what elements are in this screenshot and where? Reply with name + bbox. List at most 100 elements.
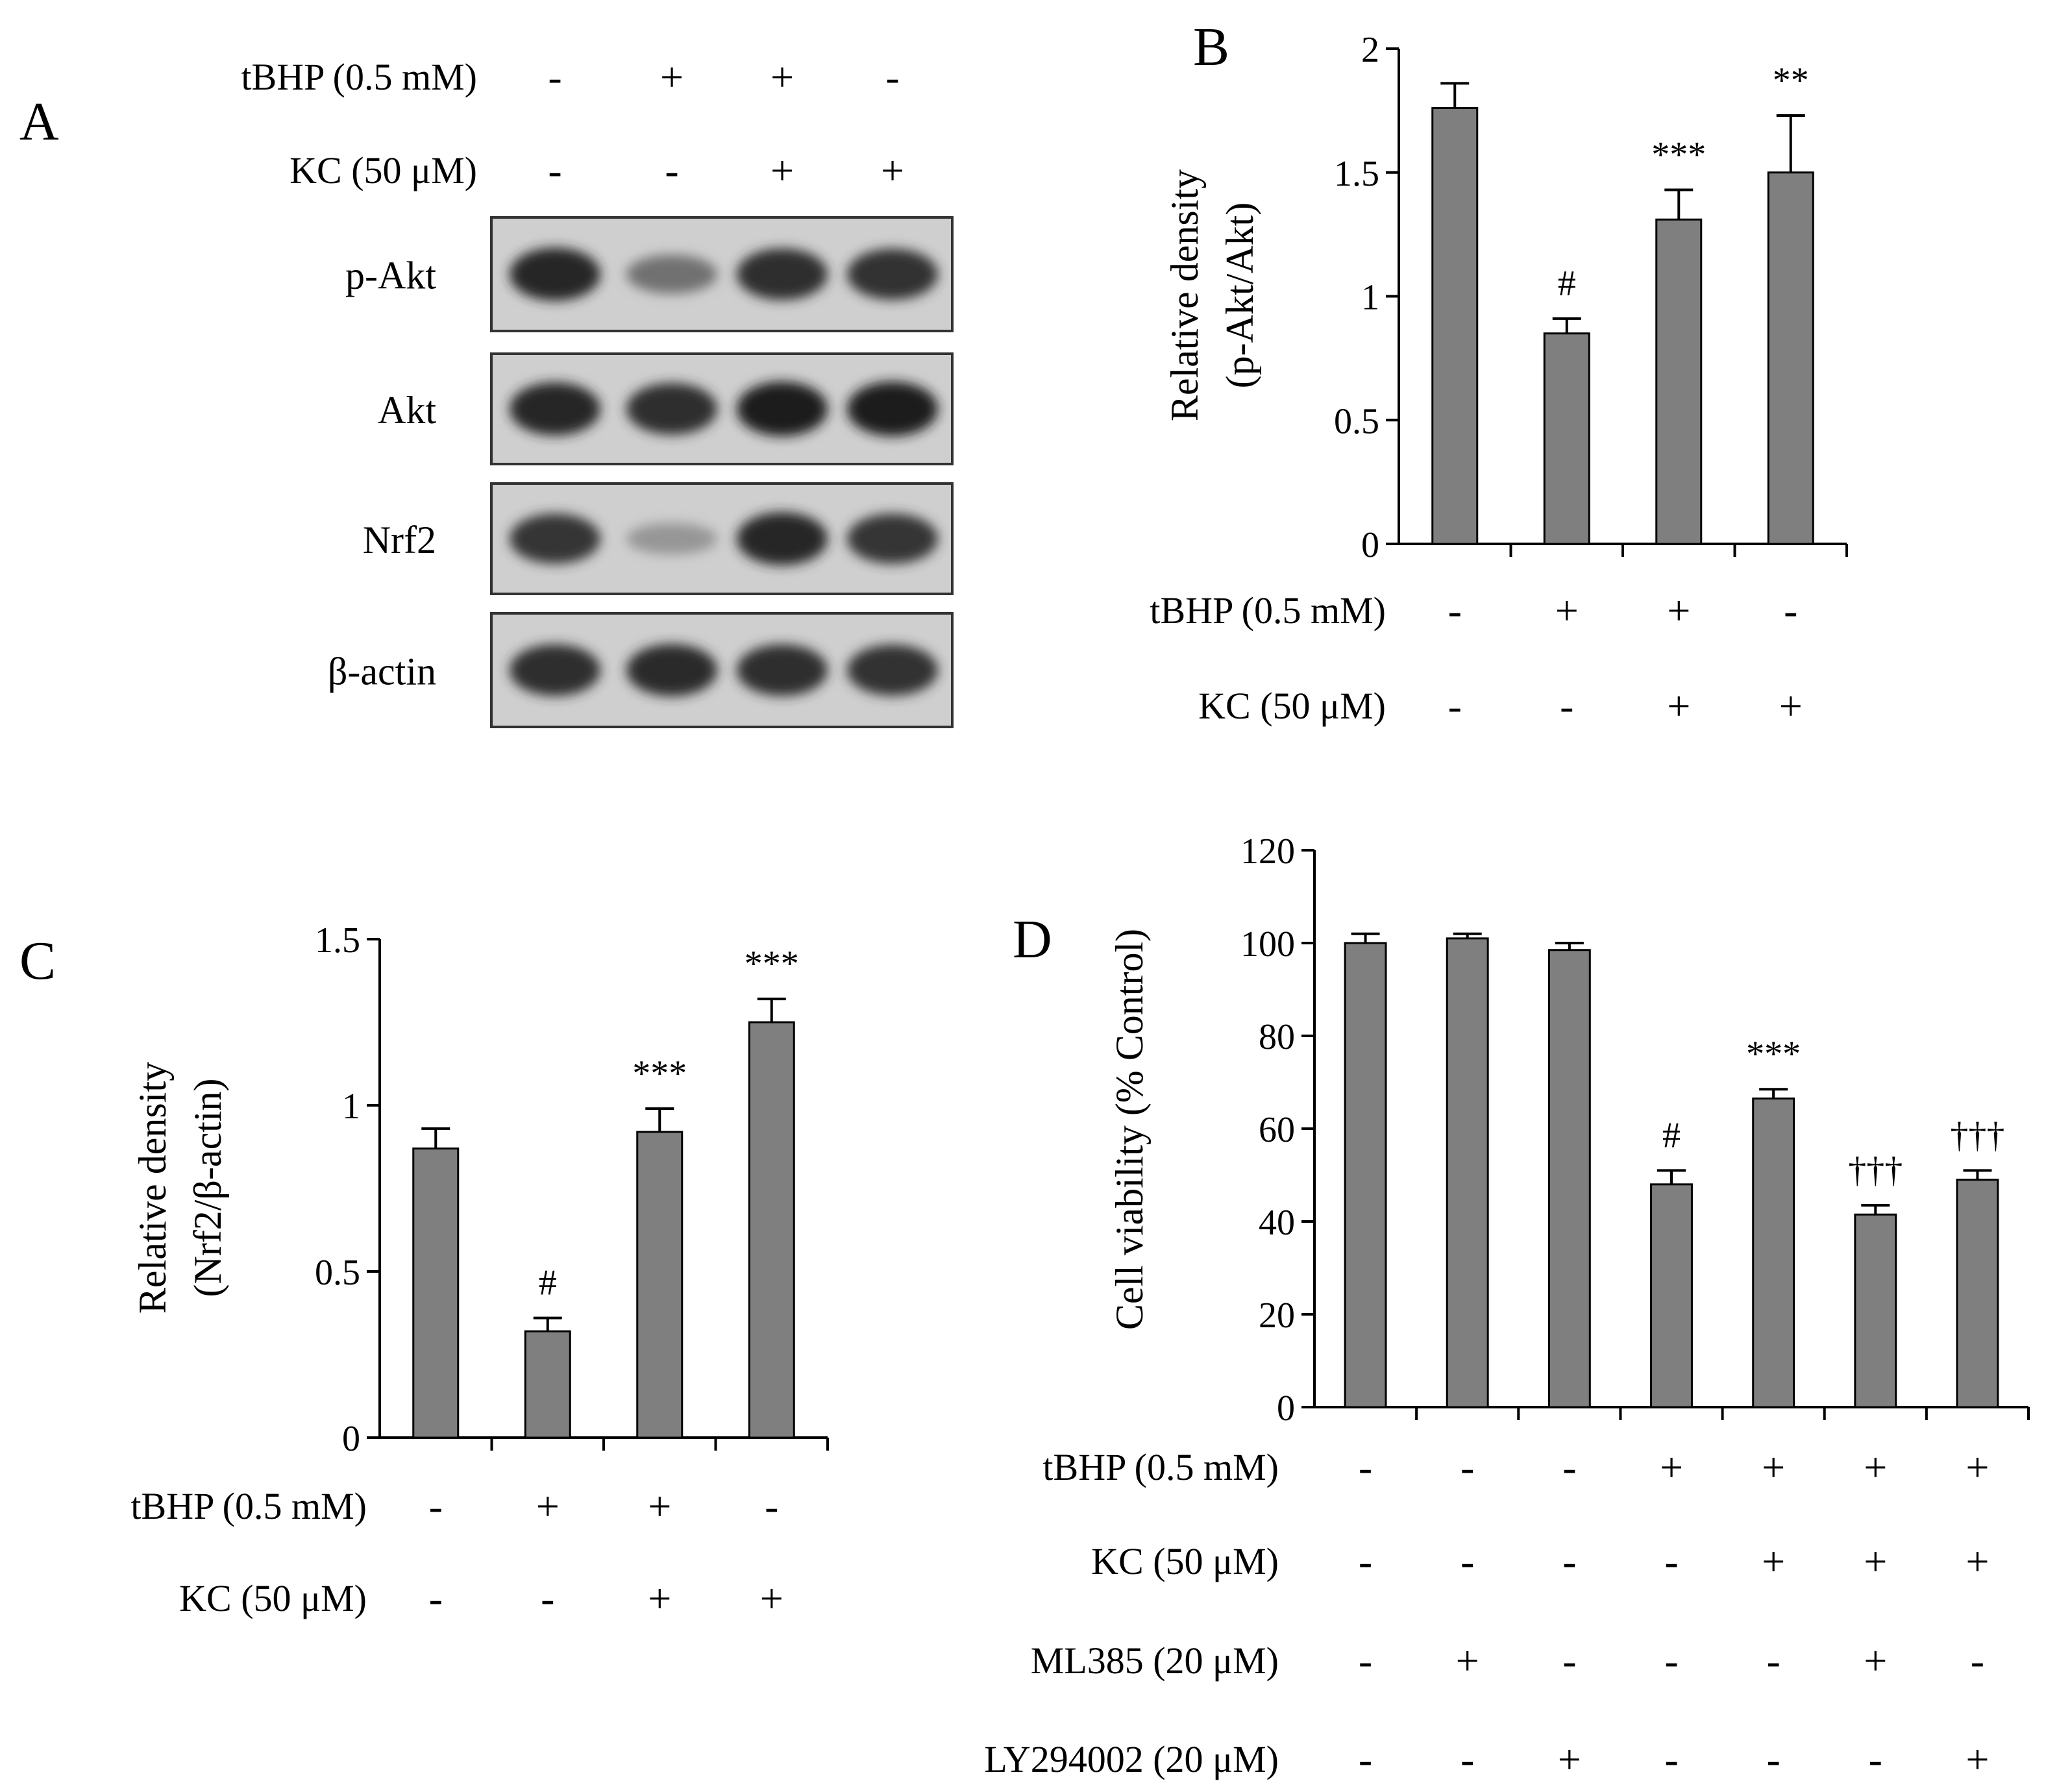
bar [1650,1183,1693,1408]
y-tick-label: 2 [1361,30,1379,70]
condition-sign: - [1461,1538,1474,1584]
condition-sign: + [660,54,684,100]
condition-sign: + [1667,587,1690,633]
condition-label: tBHP (0.5 mM) [241,56,477,98]
blot-strip [490,352,954,465]
condition-sign: + [1762,1538,1785,1584]
condition-sign: + [1864,1444,1887,1490]
y-tick-label: 0 [1361,525,1379,565]
condition-sign: - [1359,1538,1372,1584]
blot-label: p-Akt [345,254,436,297]
condition-sign: + [1966,1538,1989,1584]
blot-band [847,513,938,564]
panel-label-a: A [19,92,59,152]
significance-marker: # [1662,1115,1681,1155]
condition-sign: - [1562,1538,1576,1584]
blot-band [737,644,828,696]
y-tick-label: 0 [1277,1388,1295,1429]
blot-label: Akt [378,389,436,432]
bar [1543,332,1590,545]
condition-sign: - [1461,1736,1474,1782]
condition-sign: - [541,1575,554,1621]
condition-sign: - [1869,1736,1882,1782]
condition-label: LY294002 (20 μM) [984,1738,1279,1780]
condition-sign: + [1762,1444,1785,1490]
condition-sign: - [1359,1444,1372,1490]
condition-sign: - [1664,1638,1678,1684]
blot-band [847,644,938,696]
blot-band [847,382,938,436]
y-tick-label: 1.5 [1334,154,1379,194]
blot-band [737,382,828,436]
y-tick-label: 1 [1361,278,1379,318]
condition-sign: - [429,1483,443,1529]
condition-sign: + [770,147,794,193]
y-tick-label: 120 [1240,831,1295,872]
condition-sign: - [1971,1638,1984,1684]
bar [1547,949,1591,1408]
condition-sign: + [536,1483,560,1529]
condition-label: tBHP (0.5 mM) [130,1485,367,1527]
y-tick-label: 0 [342,1419,360,1459]
blot-strip [490,482,954,595]
condition-sign: + [1864,1638,1887,1684]
bar [1854,1213,1897,1408]
condition-sign: - [1448,683,1462,729]
blot-band [626,254,717,294]
condition-sign: - [1784,587,1797,633]
blot-band [737,512,828,565]
condition-sign: - [1664,1538,1678,1584]
condition-sign: - [1359,1736,1372,1782]
blot-band [626,383,717,435]
significance-marker: ††† [1950,1115,2004,1155]
significance-marker: *** [1651,134,1706,175]
y-axis-title: Relative density [1163,169,1206,421]
condition-label: KC (50 μM) [290,149,477,191]
blot-band [510,247,600,301]
condition-sign: - [1359,1638,1372,1684]
condition-label: KC (50 μM) [1198,685,1386,727]
condition-sign: + [1456,1638,1479,1684]
y-tick-label: 60 [1259,1110,1295,1150]
condition-sign: + [648,1483,671,1529]
blot-label: Nrf2 [363,519,436,561]
condition-sign: - [885,54,899,100]
panel-label-c: C [19,931,56,991]
condition-sign: - [1562,1638,1576,1684]
condition-label: ML385 (20 μM) [1031,1639,1279,1682]
bar [636,1131,684,1439]
condition-sign: + [1779,683,1803,729]
significance-marker: *** [1746,1034,1801,1074]
condition-sign: + [1667,683,1690,729]
panel-d: D Cell viability (% Control) 0 20 40 60 80 100 1… [984,831,2030,1782]
bar [1956,1179,1999,1408]
bar [524,1330,571,1439]
blot-band [510,513,600,564]
panel-label-b: B [1193,17,1229,77]
significance-marker: # [1558,264,1576,304]
bar [412,1148,460,1439]
panel-c: C Relative density (Nrf2/β-actin) 0 0.5 1 1.5 #… [19,920,829,1621]
condition-sign: - [765,1483,778,1529]
bar [1446,937,1489,1408]
condition-sign: + [1966,1736,1989,1782]
condition-sign: + [1558,1736,1581,1782]
condition-sign: - [665,147,678,193]
condition-sign: + [760,1575,783,1621]
y-axis-title: (p-Akt/Akt) [1218,203,1261,389]
y-axis-title: Relative density [131,1062,174,1314]
condition-sign: + [1966,1444,1989,1490]
y-tick-label: 1 [342,1086,360,1127]
blot-label: β-actin [328,650,436,693]
y-tick-label: 20 [1259,1295,1295,1336]
bar [1655,218,1703,545]
blot-band [510,644,600,696]
condition-sign: + [1864,1538,1887,1584]
bar [748,1021,795,1439]
blot-strip [490,612,954,728]
blot-band [737,248,828,301]
bar [1344,942,1387,1408]
condition-sign: - [1664,1736,1678,1782]
